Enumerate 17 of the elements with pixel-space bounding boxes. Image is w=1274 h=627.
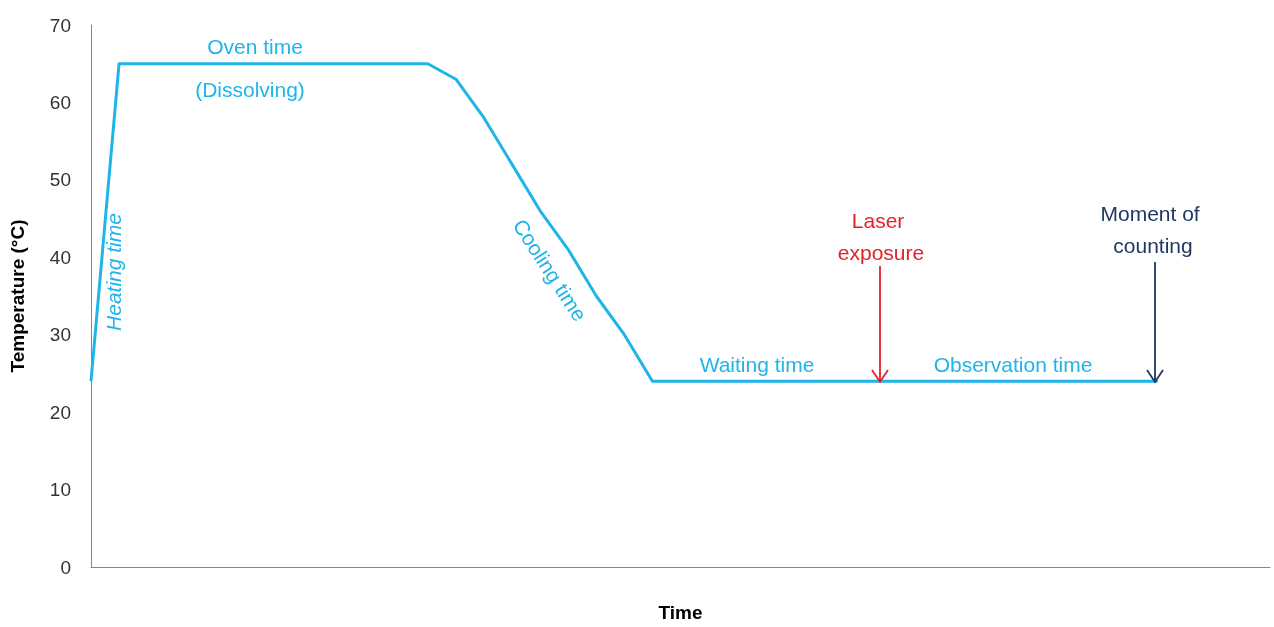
annotation: Moment of counting bbox=[1100, 201, 1206, 257]
y-tick-label: 0 bbox=[60, 556, 71, 578]
annotation: Heating time bbox=[101, 213, 125, 331]
y-axis-title: Temperature (°C) bbox=[7, 219, 28, 373]
y-tick-label: 40 bbox=[49, 246, 71, 268]
annotation: Waiting time bbox=[699, 352, 815, 376]
annotation: Oven time bbox=[207, 34, 303, 58]
y-tick-label: 30 bbox=[49, 324, 71, 346]
y-tick-label: 20 bbox=[49, 401, 71, 423]
annotation: Laser exposure bbox=[837, 208, 925, 264]
x-axis-title: Time bbox=[658, 602, 703, 623]
y-tick-label: 60 bbox=[49, 91, 71, 113]
annotation: Observation time bbox=[933, 352, 1093, 376]
y-tick-label: 70 bbox=[49, 14, 71, 36]
y-tick-label: 10 bbox=[49, 479, 71, 501]
y-tick-label: 50 bbox=[49, 169, 71, 191]
annotation: (Dissolving) bbox=[195, 77, 305, 101]
